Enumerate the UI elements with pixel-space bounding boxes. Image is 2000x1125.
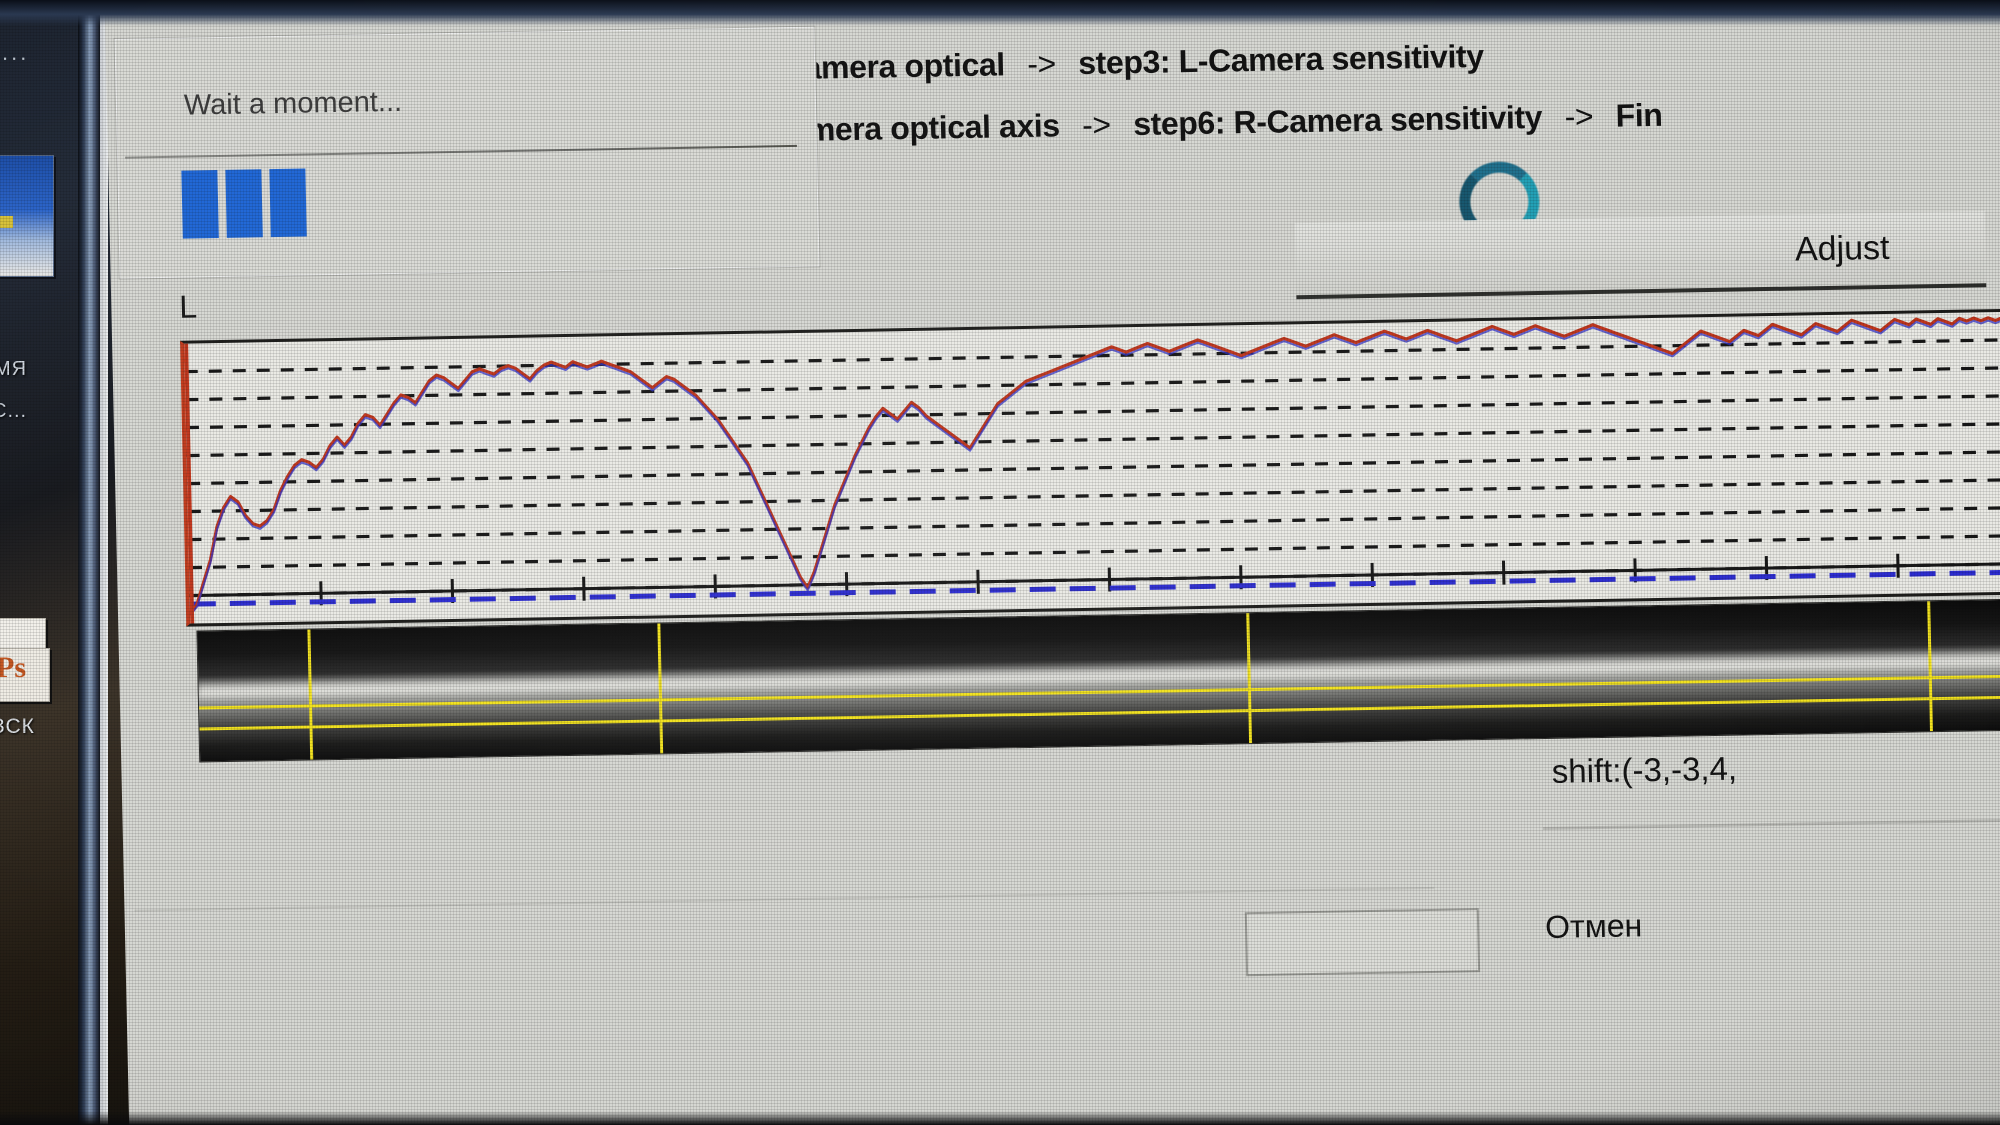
progress-block	[225, 169, 263, 238]
step-line-2-next: step6: R-Camera sensitivity	[1132, 98, 1543, 142]
camera-preview-strip[interactable]	[196, 598, 2000, 763]
arrow-icon: ->	[1026, 45, 1057, 82]
bottom-button-label: Отмен	[1544, 907, 1643, 945]
application-client-area: p2: L-Camera optical -> step3: L-Camera …	[104, 0, 2000, 1125]
wait-dialog-title: Wait a moment...	[183, 85, 403, 122]
desktop-ellipsis-label: ...	[2, 40, 30, 65]
window-left-frame	[78, 0, 100, 1125]
progress-bar	[181, 163, 622, 239]
arrow-icon: ->	[1081, 106, 1112, 143]
step-instruction-banner: p2: L-Camera optical -> step3: L-Camera …	[696, 30, 2000, 176]
progress-block	[181, 170, 219, 239]
step-line-2-tail: Fin	[1615, 96, 1663, 134]
adjust-button[interactable]: Adjust	[1294, 211, 1987, 300]
desktop-icon-image[interactable]	[0, 155, 54, 277]
desktop-label-1: МЯ	[0, 358, 28, 380]
step-line-2: 5: R-Camera optical axis -> step6: R-Cam…	[697, 92, 2000, 149]
panel-divider-right	[1542, 817, 2000, 831]
bottom-input-box[interactable]	[1244, 908, 1481, 977]
desktop-label-2: С...	[0, 400, 28, 422]
shift-readout: shift:(-3,-3,4,	[1551, 749, 1738, 790]
chart-axis-label: L	[178, 288, 198, 325]
photoshop-icon-label: Ps	[0, 651, 26, 684]
waveform-chart-svg	[184, 315, 2000, 624]
step-line-1-next: step3: L-Camera sensitivity	[1077, 37, 1484, 82]
desktop-label-3: ЗСК	[0, 715, 35, 738]
wait-dialog-separator	[125, 144, 797, 159]
panel-divider	[134, 886, 1435, 912]
window-left-border	[100, 0, 108, 1125]
arrow-icon: ->	[1564, 97, 1594, 135]
waveform-chart[interactable]	[180, 308, 2000, 627]
step-line-1: p2: L-Camera optical -> step3: L-Camera …	[696, 30, 2000, 88]
strip-horizontal-marker	[199, 695, 2000, 731]
progress-block	[269, 168, 307, 238]
photoshop-icon[interactable]: Ps	[0, 648, 50, 702]
wait-dialog: Wait a moment...	[113, 25, 821, 280]
adjust-button-label: Adjust	[1794, 228, 1890, 269]
